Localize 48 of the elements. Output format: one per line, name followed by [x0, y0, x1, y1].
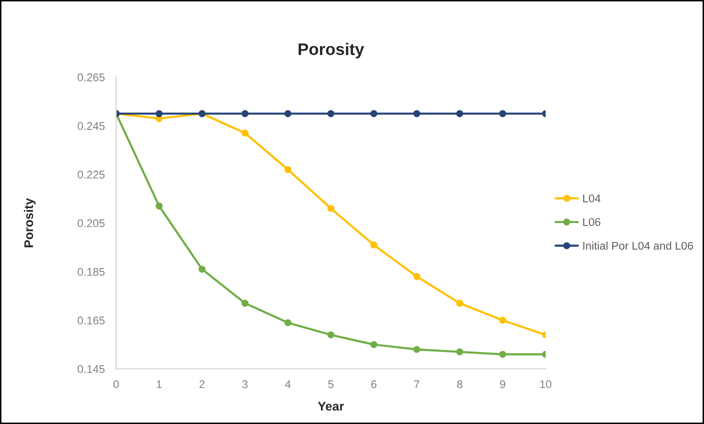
point [198, 266, 206, 273]
point [370, 341, 378, 348]
x-axis-title: Year [318, 402, 344, 411]
x-tick-label: 10 [540, 380, 552, 388]
point [370, 110, 378, 118]
point [327, 110, 334, 118]
point [284, 110, 292, 118]
y-tick-label: 0.165 [78, 316, 105, 324]
y-tick-label: 0.265 [78, 73, 105, 82]
x-tick-label: 4 [285, 380, 291, 388]
x-tick-label: 9 [500, 380, 506, 388]
y-tick-label: 0.145 [78, 365, 105, 374]
x-tick-label: 6 [371, 380, 376, 388]
point [242, 300, 248, 307]
point [327, 204, 334, 212]
x-tick-label: 5 [328, 380, 334, 388]
point [456, 300, 464, 307]
point [499, 110, 506, 118]
point [413, 110, 420, 118]
x-tick-label: 3 [242, 380, 248, 388]
chart-title: Porosity [298, 42, 364, 58]
point [413, 273, 420, 280]
point [284, 166, 292, 174]
point [499, 350, 506, 358]
y-tick-label: 0.205 [78, 219, 105, 228]
legend-label: Initial Por L04 and L06 [583, 242, 693, 250]
point [456, 110, 464, 118]
point [242, 110, 248, 118]
x-tick-label: 2 [200, 380, 205, 388]
point [413, 346, 420, 353]
legend-label: L04 [583, 194, 600, 202]
point [156, 202, 163, 210]
point [242, 130, 248, 137]
y-tick-label: 0.185 [78, 268, 105, 276]
point [370, 241, 378, 248]
point [284, 319, 292, 326]
x-tick-label: 1 [156, 380, 162, 388]
point [499, 316, 506, 324]
x-tick-label: 0 [114, 380, 119, 388]
point [456, 348, 464, 356]
legend-label: L06 [583, 218, 600, 226]
point [327, 331, 334, 338]
y-tick-label: 0.245 [78, 122, 105, 130]
x-tick-label: 7 [414, 380, 420, 388]
y-axis-title: Porosity [24, 198, 36, 248]
point [156, 110, 163, 118]
y-tick-label: 0.225 [78, 170, 105, 179]
x-tick-label: 8 [457, 380, 462, 388]
